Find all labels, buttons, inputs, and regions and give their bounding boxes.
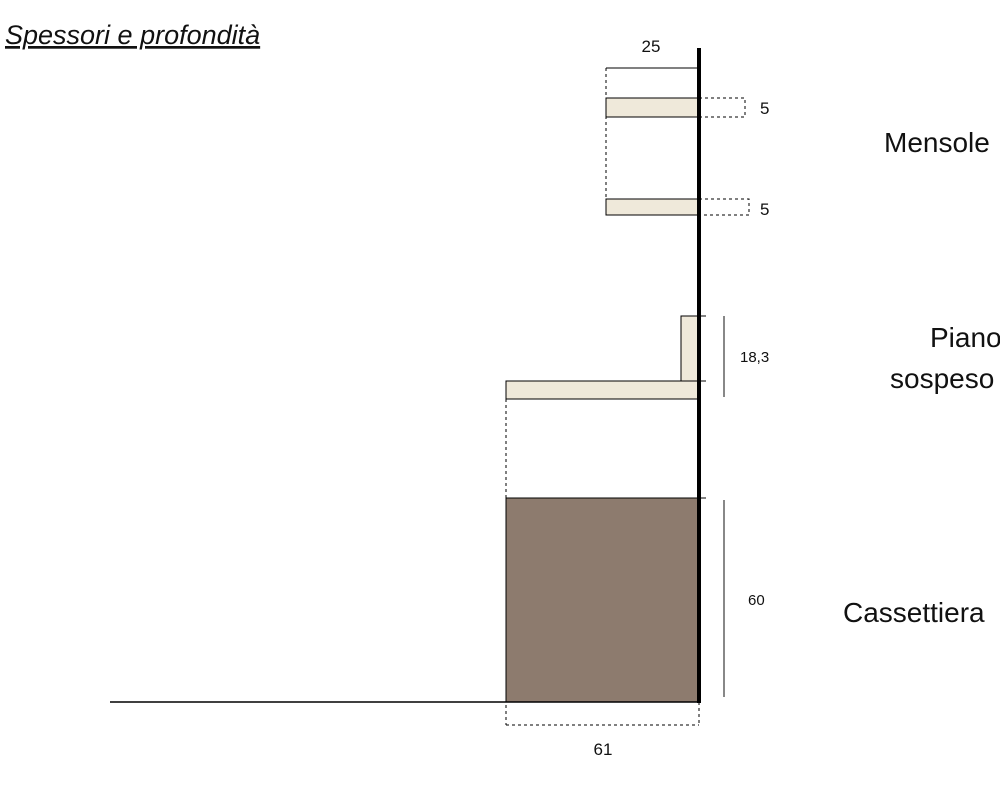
dimension-label: 60 [748, 592, 765, 609]
bracket [699, 198, 750, 216]
title: Spessori e profondità [5, 20, 260, 50]
bracket [699, 97, 746, 118]
dimension-label: 5 [760, 200, 769, 219]
label: Piano [930, 322, 1000, 353]
label: Cassettiera [843, 597, 985, 628]
dimension-label: 5 [760, 99, 769, 118]
piano-back [680, 315, 700, 382]
label: sospeso [890, 363, 994, 394]
cassettiera [505, 497, 700, 703]
shelf [605, 198, 700, 216]
piano [505, 380, 700, 400]
dimension-label: 61 [594, 740, 613, 759]
dimension-label: 25 [642, 37, 661, 56]
label: Mensole [884, 127, 990, 158]
dimension-label: 18,3 [740, 349, 769, 366]
shelf [605, 97, 700, 118]
